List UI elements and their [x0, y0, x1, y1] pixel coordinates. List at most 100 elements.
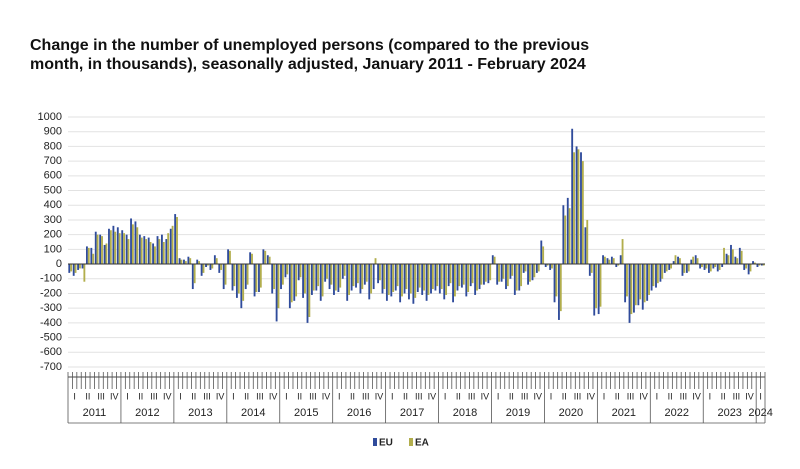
bar	[511, 264, 514, 276]
bar	[447, 264, 450, 287]
bar	[220, 264, 223, 270]
quarter-label: II	[350, 391, 355, 401]
bar	[626, 264, 628, 297]
year-label: 2016	[347, 407, 371, 419]
bar	[559, 264, 562, 312]
bar	[160, 234, 163, 265]
bar	[621, 239, 624, 265]
bar	[612, 258, 615, 265]
bar	[718, 264, 721, 270]
bar	[527, 264, 529, 285]
bar	[381, 264, 384, 294]
bar	[438, 264, 441, 294]
bar	[709, 264, 712, 272]
bar	[678, 258, 681, 265]
bar	[149, 242, 152, 265]
bar	[670, 264, 673, 269]
bar	[237, 264, 240, 294]
y-tick-label: -500	[40, 331, 62, 343]
bar	[138, 234, 141, 265]
bar	[255, 264, 258, 292]
bar	[727, 255, 730, 265]
bar	[249, 252, 252, 265]
bar	[284, 264, 287, 278]
bar	[440, 264, 443, 290]
quarter-label: I	[709, 391, 712, 401]
bar	[498, 264, 500, 282]
bar	[487, 264, 490, 284]
bar	[324, 264, 327, 282]
bar	[114, 231, 117, 265]
quarter-label: IV	[322, 391, 331, 401]
bar	[714, 264, 717, 267]
bar	[405, 264, 408, 290]
bar	[259, 264, 262, 288]
quarter-label: IV	[216, 391, 225, 401]
bar	[233, 264, 236, 287]
bar	[513, 264, 516, 295]
bar	[158, 239, 161, 265]
bar	[580, 152, 582, 265]
bar	[317, 264, 320, 287]
bar	[701, 264, 703, 267]
year-label: 2017	[400, 407, 424, 419]
bar	[273, 264, 275, 290]
quarter-label: I	[656, 391, 659, 401]
bar	[608, 259, 611, 265]
bar	[453, 264, 456, 297]
bar	[346, 264, 349, 301]
bar	[240, 264, 243, 309]
bar	[74, 264, 77, 273]
bar	[121, 230, 124, 265]
quarter-label: III	[362, 391, 370, 401]
bar	[562, 205, 565, 265]
bar	[537, 264, 540, 272]
bar	[227, 249, 230, 265]
bar	[196, 259, 199, 265]
quarter-label: IV	[163, 391, 172, 401]
bar	[663, 264, 666, 273]
bar	[315, 264, 318, 291]
bar	[213, 255, 216, 265]
bar	[193, 264, 196, 284]
year-label: 2021	[612, 407, 636, 419]
y-tick-label: -700	[40, 361, 62, 373]
bar	[408, 264, 410, 300]
bar	[156, 236, 159, 265]
bar	[674, 255, 677, 265]
bar	[449, 264, 452, 284]
bar	[483, 264, 485, 285]
bar	[617, 264, 620, 266]
bar	[130, 218, 132, 265]
bar	[77, 264, 80, 270]
bar	[299, 264, 302, 278]
quarter-label: IV	[428, 391, 437, 401]
bar	[83, 264, 86, 282]
bar	[218, 264, 221, 273]
y-tick-label: 800	[44, 140, 62, 152]
quarter-label: II	[509, 391, 514, 401]
bar	[387, 264, 390, 295]
bar	[555, 264, 558, 297]
bar	[716, 264, 719, 272]
y-tick-label: -600	[40, 346, 62, 358]
bar	[304, 264, 306, 294]
year-label: 2011	[83, 407, 107, 419]
bar	[372, 264, 375, 290]
bar	[242, 264, 245, 301]
bar	[668, 264, 671, 270]
bar	[705, 264, 708, 269]
bar	[747, 264, 750, 275]
bar	[401, 264, 403, 297]
bar	[101, 236, 103, 265]
quarter-label: I	[550, 391, 553, 401]
y-tick-label: -300	[40, 302, 62, 314]
bar	[564, 215, 567, 265]
bar	[738, 247, 741, 265]
bar	[493, 256, 496, 265]
quarter-label: II	[191, 391, 196, 401]
quarter-label: II	[562, 391, 567, 401]
bar	[659, 264, 662, 282]
quarter-label: III	[680, 391, 688, 401]
year-label: 2012	[135, 407, 159, 419]
